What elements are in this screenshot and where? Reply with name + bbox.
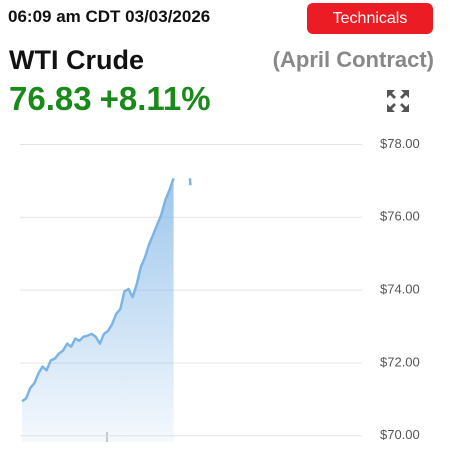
- y-tick-label: $78.00: [380, 136, 420, 151]
- y-tick-label: $76.00: [380, 209, 420, 224]
- y-tick-label: $74.00: [380, 282, 420, 297]
- price: 76.83: [9, 80, 92, 117]
- expand-icon[interactable]: [385, 88, 411, 114]
- contract: (April Contract): [272, 47, 434, 72]
- chart: $70.00 $72.00 $74.00 $76.00 $78.00: [20, 136, 420, 442]
- change: +8.11%: [99, 80, 211, 117]
- instrument-name: WTI Crude: [9, 45, 144, 75]
- price-line: [21, 177, 175, 403]
- area-fill: [22, 178, 174, 442]
- technicals-button[interactable]: Technicals: [307, 3, 433, 34]
- y-tick-label: $70.00: [380, 427, 420, 442]
- y-tick-label: $72.00: [380, 354, 420, 369]
- quote: 76.83 +8.11%: [9, 80, 219, 118]
- timestamp: 06:09 am CDT 03/03/2026: [8, 7, 211, 26]
